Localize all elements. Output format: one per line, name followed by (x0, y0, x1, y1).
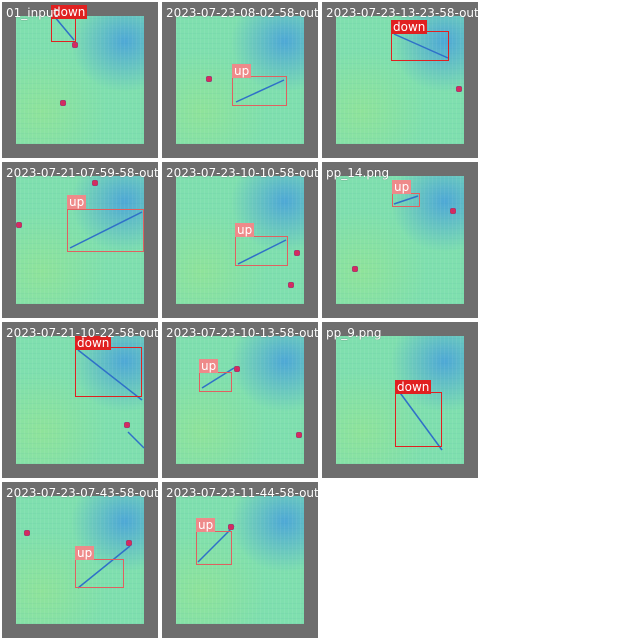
detection-label: up (199, 359, 219, 373)
hotspot-marker (296, 432, 302, 438)
streak-line (77, 349, 145, 449)
hotspot-marker (294, 250, 300, 256)
tile-filename: 2023-07-23-11-44-58-out.png (166, 486, 318, 500)
image-tile-5[interactable]: up 2023-07-23-10-10-58-out.png (162, 162, 318, 318)
streak-line (201, 367, 235, 389)
hotspot-marker (72, 42, 78, 48)
streak-line (397, 389, 443, 451)
hotspot-marker (288, 282, 294, 288)
tile-filename: pp_14.png (326, 166, 390, 180)
heatmap-image (16, 16, 144, 144)
streak-line (235, 79, 285, 103)
detection-label: down (395, 380, 432, 394)
detection-box[interactable] (199, 372, 232, 392)
detection-label: up (196, 518, 216, 532)
hotspot-marker (124, 422, 130, 428)
detection-label: up (235, 223, 255, 237)
hotspot-marker (16, 222, 22, 228)
detection-box[interactable] (392, 193, 420, 207)
tile-filename: 2023-07-23-07-43-58-out.png (6, 486, 158, 500)
hotspot-marker (24, 530, 30, 536)
streak-line (393, 33, 449, 59)
tile-filename: 2023-07-21-07-59-58-out.png (6, 166, 158, 180)
tile-filename: 2023-07-23-08-02-58-out.png (166, 6, 318, 20)
image-tile-10[interactable]: up 2023-07-23-07-43-58-out.png (2, 482, 158, 638)
detection-label: up (75, 546, 95, 560)
image-tile-7[interactable]: down 2023-07-21-10-22-58-out.png (2, 322, 158, 478)
tile-filename: 01_input (6, 6, 59, 20)
streak-line (393, 195, 419, 205)
hotspot-marker (228, 524, 234, 530)
image-tile-6[interactable]: up pp_14.png (322, 162, 478, 318)
detection-box[interactable] (391, 31, 449, 61)
heatmap-image (336, 336, 464, 464)
image-tile-1[interactable]: down 01_input (2, 2, 158, 158)
heatmap-image (176, 16, 304, 144)
streak-line (69, 211, 143, 249)
hotspot-marker (126, 540, 132, 546)
detection-box[interactable] (232, 76, 287, 106)
detection-box[interactable] (196, 531, 232, 565)
image-tile-2[interactable]: up 2023-07-23-08-02-58-out.png (162, 2, 318, 158)
tile-filename: 2023-07-21-10-22-58-out.png (6, 326, 158, 340)
heatmap-image (176, 496, 304, 624)
detection-box[interactable] (235, 236, 288, 266)
hotspot-marker (234, 366, 240, 372)
image-tile-8[interactable]: up 2023-07-23-10-13-58-out.png (162, 322, 318, 478)
heatmap-image (336, 176, 464, 304)
detection-box[interactable] (75, 347, 142, 397)
hotspot-marker (456, 86, 462, 92)
detection-box[interactable] (75, 559, 124, 588)
streak-line (197, 525, 235, 563)
image-tile-11[interactable]: up 2023-07-23-11-44-58-out.png (162, 482, 318, 638)
detection-label: up (232, 64, 252, 78)
detection-label: down (51, 5, 88, 19)
hotspot-marker (450, 208, 456, 214)
streak-line (77, 545, 131, 589)
heatmap-image (176, 336, 304, 464)
hotspot-marker (352, 266, 358, 272)
tile-filename: pp_9.png (326, 326, 382, 340)
streak-line (237, 239, 287, 265)
image-tile-4[interactable]: up 2023-07-21-07-59-58-out.png (2, 162, 158, 318)
detection-label: down (391, 20, 428, 34)
hotspot-marker (92, 180, 98, 186)
tile-filename: 2023-07-23-10-10-58-out.png (166, 166, 318, 180)
detection-label: up (67, 195, 87, 209)
hotspot-marker (60, 100, 66, 106)
heatmap-image (16, 336, 144, 464)
tile-filename: 2023-07-23-13-23-58-out.png (326, 6, 478, 20)
detection-box[interactable] (395, 392, 442, 447)
heatmap-image (176, 176, 304, 304)
streak-line (53, 15, 75, 41)
detection-box[interactable] (67, 209, 144, 252)
heatmap-image (16, 496, 144, 624)
hotspot-marker (206, 76, 212, 82)
detection-label: down (75, 336, 112, 350)
image-tile-3[interactable]: down 2023-07-23-13-23-58-out.png (322, 2, 478, 158)
tile-filename: 2023-07-23-10-13-58-out.png (166, 326, 318, 340)
image-tile-9[interactable]: down pp_9.png (322, 322, 478, 478)
detection-label: up (392, 180, 412, 194)
